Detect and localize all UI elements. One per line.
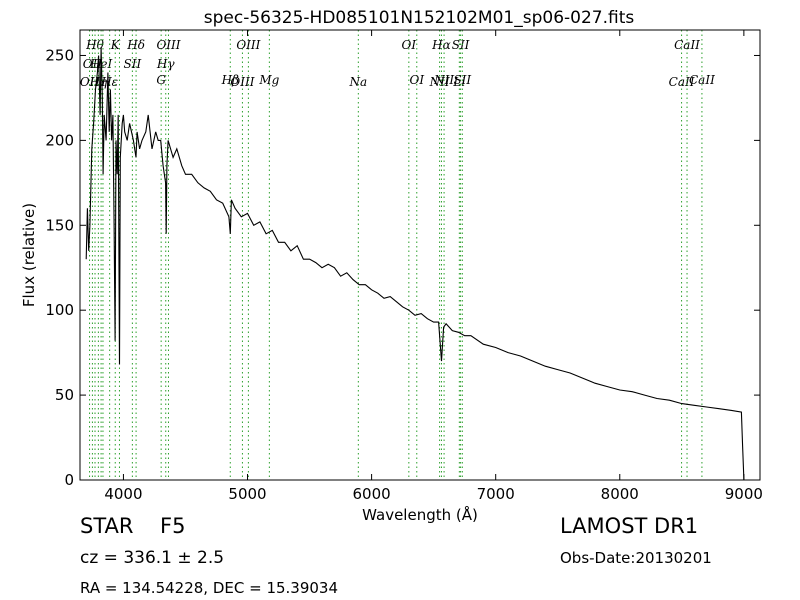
line-label-16-0: OIII [236,38,260,52]
line-label-20-0: OI [409,73,424,87]
line-label-29-0: CaII [689,73,715,87]
line-label-10-0: Hδ [126,38,145,52]
line-label-19-0: OI [402,38,417,52]
y-tick-label-4: 200 [45,131,74,149]
spectrum-line [85,46,745,481]
y-tick-label-1: 50 [55,386,74,404]
line-label-25-0: SII [452,38,470,52]
coordinates: RA = 134.54228, DEC = 15.39034 [80,579,339,597]
observation-date: Obs-Date:20130201 [560,549,712,567]
line-label-26-0: SII [453,73,471,87]
y-tick-label-0: 0 [64,471,74,489]
x-tick-label-5: 9000 [725,485,763,503]
y-tick-label-3: 150 [45,216,74,234]
x-tick-label-4: 8000 [601,485,639,503]
line-label-2-0: Hθ [85,38,104,52]
line-label-18-0: Na [349,75,368,89]
x-axis-ticks: 4000 5000 6000 7000 8000 9000 [104,30,763,503]
line-label-6-0: Hε [100,75,118,89]
survey-release: LAMOST DR1 [560,514,699,538]
x-tick-label-3: 7000 [477,485,515,503]
line-label-7-0: K [110,38,121,52]
subclass: F5 [160,514,186,538]
y-tick-label-5: 250 [45,46,74,64]
line-label-15-0: OIII [230,75,254,89]
x-tick-label-2: 6000 [353,485,391,503]
line-label-12-0: Hγ [156,57,175,71]
plot-frame [79,29,761,481]
line-label-9-0: SII [124,57,142,71]
line-label-11-0: G [156,73,166,87]
line-label-28-0: CaII [674,38,700,52]
line-label-17-0: Mg [258,73,279,87]
y-tick-label-2: 100 [45,301,74,319]
chart-title: spec-56325-HD085101N152102M01_sp06-027.f… [204,8,635,28]
y-axis-ticks: 0 50 100 150 200 250 [45,46,760,489]
x-axis-label: Wavelength (Å) [362,505,478,524]
x-tick-label-0: 4000 [104,485,142,503]
object-class: STAR [80,514,134,538]
x-tick-label-1: 5000 [228,485,266,503]
line-label-27-0: CaII [669,75,695,89]
spectral-line-markers: OIIOIIHθHηHeIHεKSIIHδGHγOIIIHβOIIIOIIIMg… [80,30,715,480]
y-axis-label: Flux (relative) [20,203,38,307]
line-label-14-0: Hβ [221,73,239,87]
line-label-13-0: OIII [156,38,180,52]
redshift-value: cz = 336.1 ± 2.5 [80,548,225,568]
line-label-23-0: NII [433,73,454,87]
line-label-22-0: Hα [431,38,451,52]
